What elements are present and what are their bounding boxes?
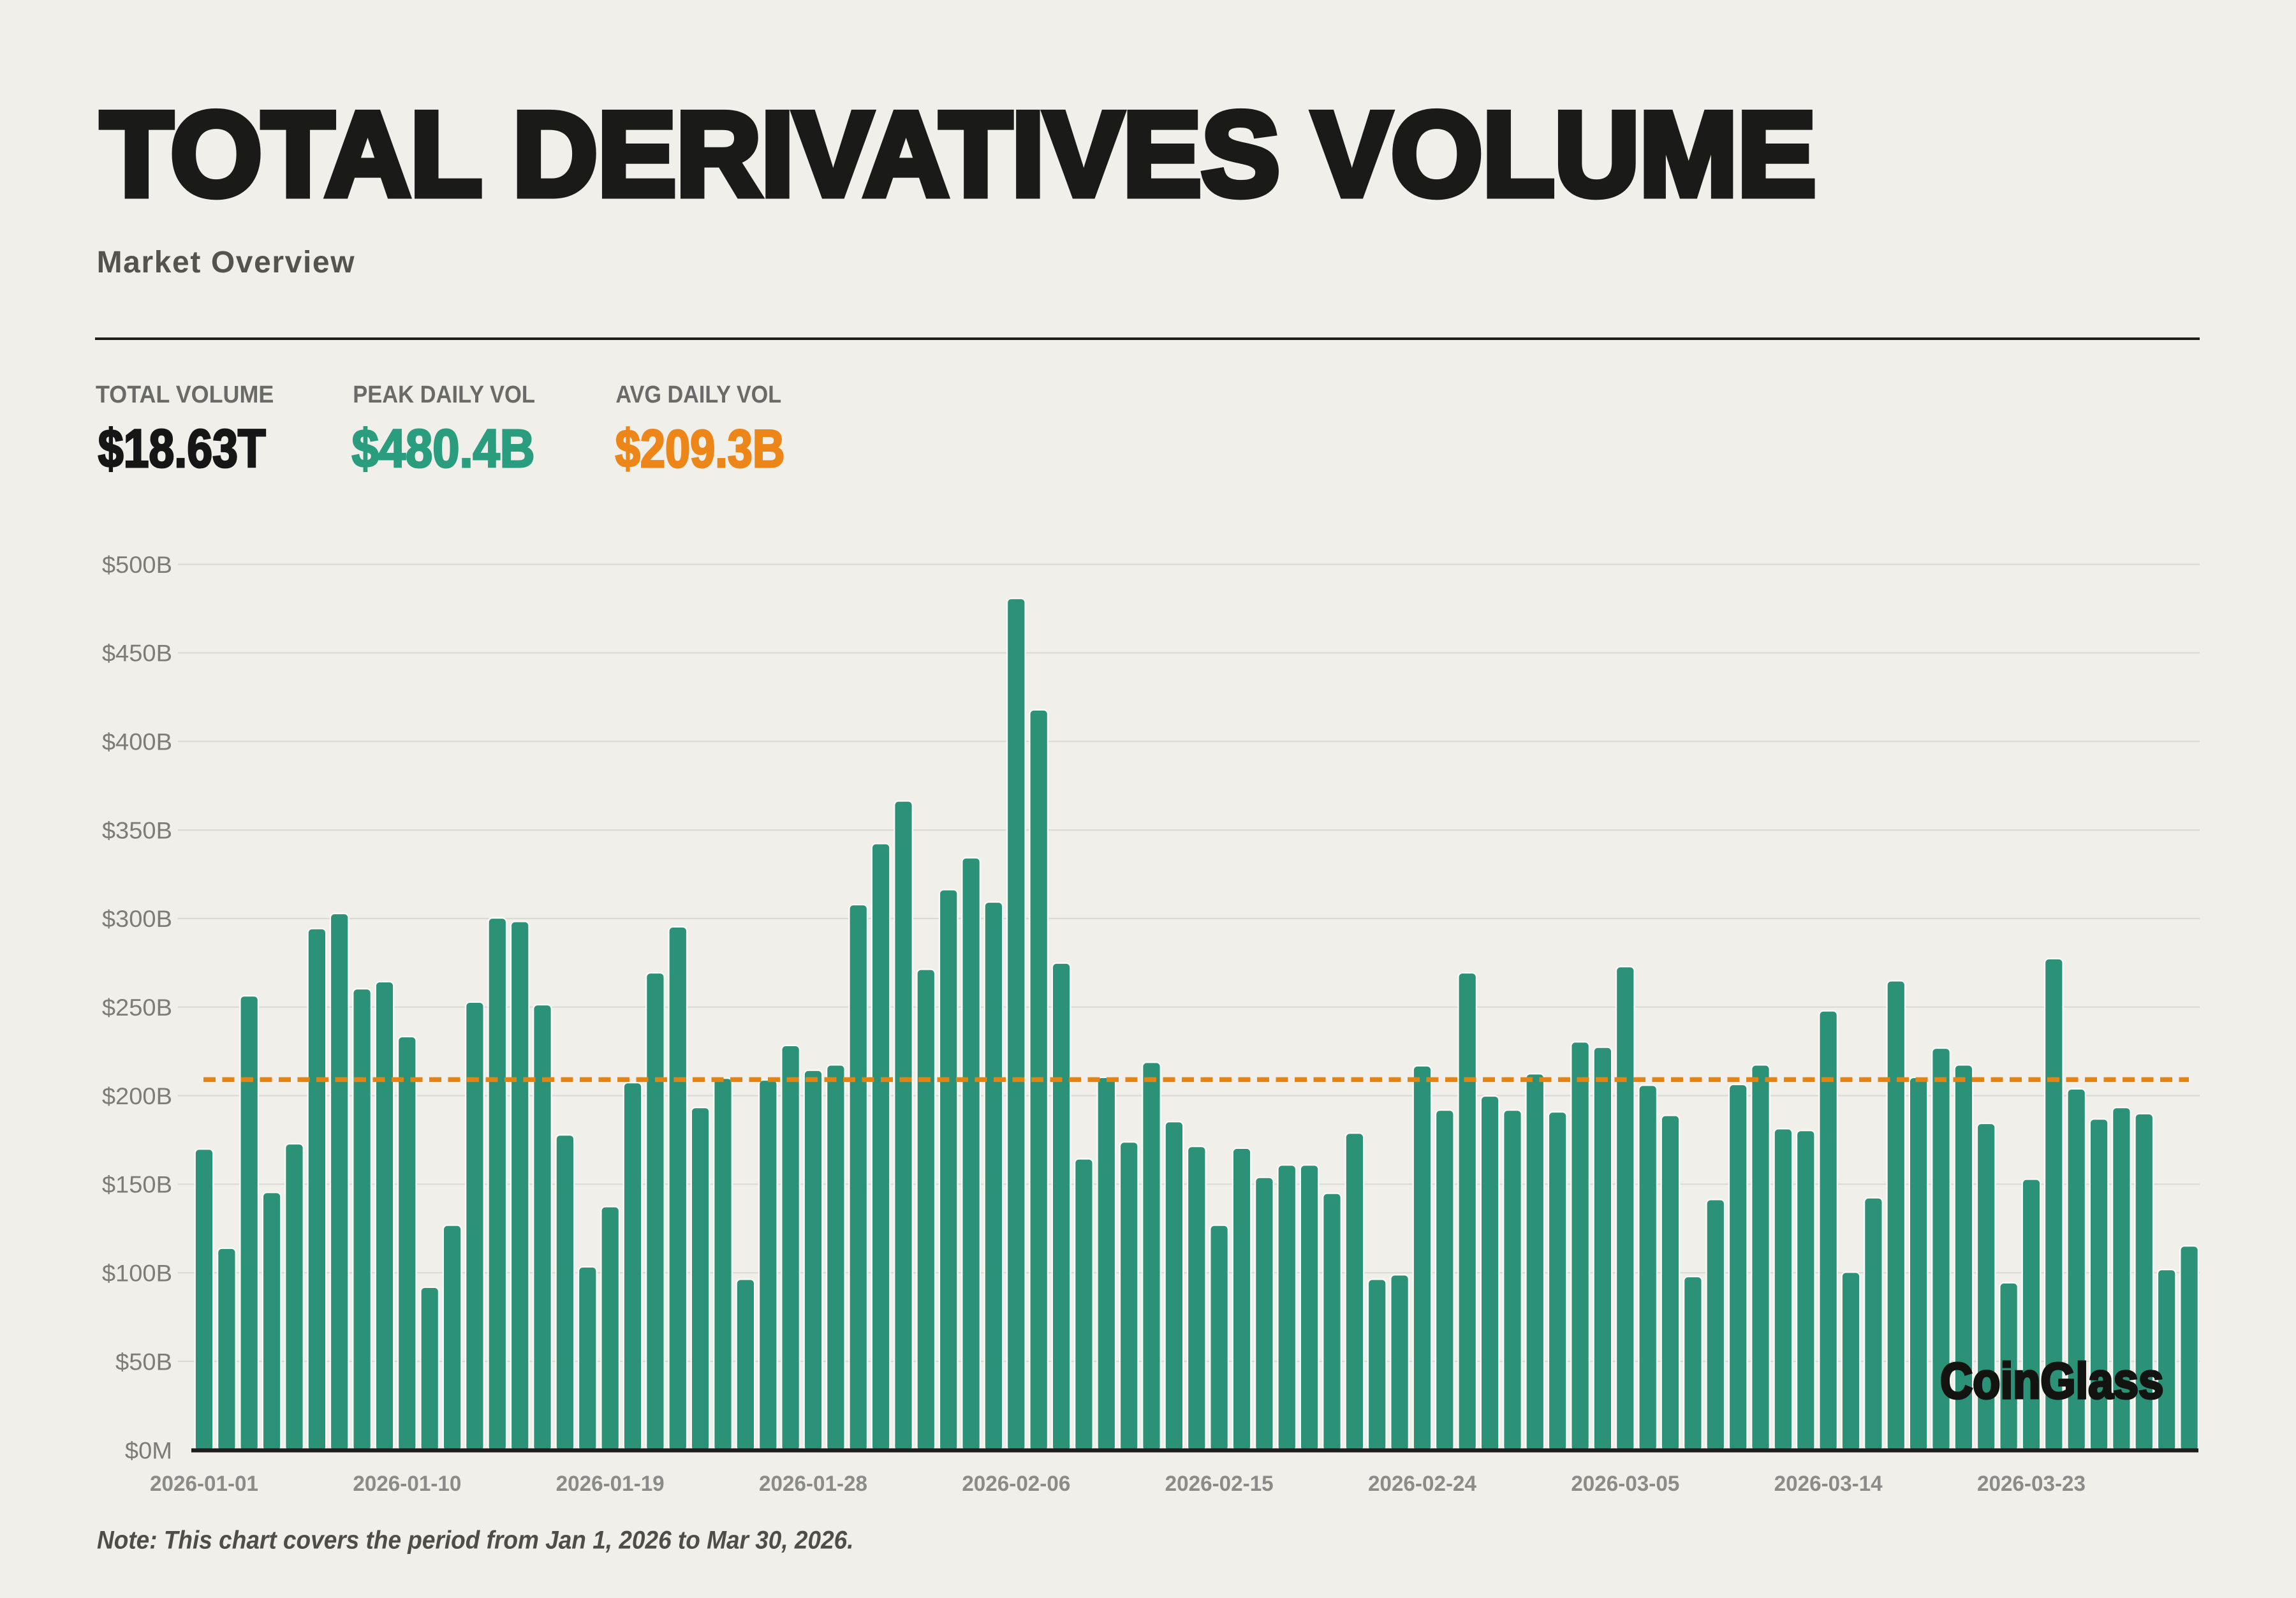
svg-text:$350B: $350B xyxy=(102,817,172,843)
svg-text:$150B: $150B xyxy=(102,1171,172,1197)
svg-text:CoinGlass: CoinGlass xyxy=(1940,1352,2163,1409)
svg-text:PEAK DAILY VOL: PEAK DAILY VOL xyxy=(353,380,535,408)
svg-text:$209.3B: $209.3B xyxy=(615,419,785,478)
svg-text:$200B: $200B xyxy=(102,1083,172,1109)
svg-text:2026-03-23: 2026-03-23 xyxy=(1977,1472,2086,1496)
svg-text:$450B: $450B xyxy=(102,640,172,666)
svg-text:2026-02-15: 2026-02-15 xyxy=(1165,1472,1274,1496)
svg-text:$250B: $250B xyxy=(102,995,172,1021)
svg-text:$400B: $400B xyxy=(102,729,172,755)
svg-text:2026-01-10: 2026-01-10 xyxy=(353,1472,461,1496)
svg-text:$0M: $0M xyxy=(125,1437,172,1463)
svg-text:AVG DAILY VOL: AVG DAILY VOL xyxy=(615,380,781,408)
svg-text:2026-03-14: 2026-03-14 xyxy=(1774,1472,1883,1496)
svg-text:2026-02-06: 2026-02-06 xyxy=(962,1472,1070,1496)
svg-text:$500B: $500B xyxy=(102,551,172,577)
svg-text:TOTAL DERIVATIVES VOLUME: TOTAL DERIVATIVES VOLUME xyxy=(101,88,1816,221)
svg-text:2026-03-05: 2026-03-05 xyxy=(1571,1472,1679,1496)
svg-text:Note: This chart covers the pe: Note: This chart covers the period from … xyxy=(97,1527,854,1555)
svg-text:Market Overview: Market Overview xyxy=(97,246,356,279)
svg-text:$50B: $50B xyxy=(115,1349,172,1375)
svg-text:TOTAL VOLUME: TOTAL VOLUME xyxy=(96,381,274,408)
svg-text:2026-01-19: 2026-01-19 xyxy=(556,1472,665,1496)
svg-text:$300B: $300B xyxy=(102,906,172,932)
svg-text:2026-01-01: 2026-01-01 xyxy=(150,1472,258,1496)
svg-text:2026-01-28: 2026-01-28 xyxy=(759,1472,867,1496)
svg-text:$100B: $100B xyxy=(102,1260,172,1286)
svg-text:2026-02-24: 2026-02-24 xyxy=(1368,1472,1476,1496)
svg-text:$480.4B: $480.4B xyxy=(352,418,535,478)
svg-text:$18.63T: $18.63T xyxy=(98,418,266,478)
